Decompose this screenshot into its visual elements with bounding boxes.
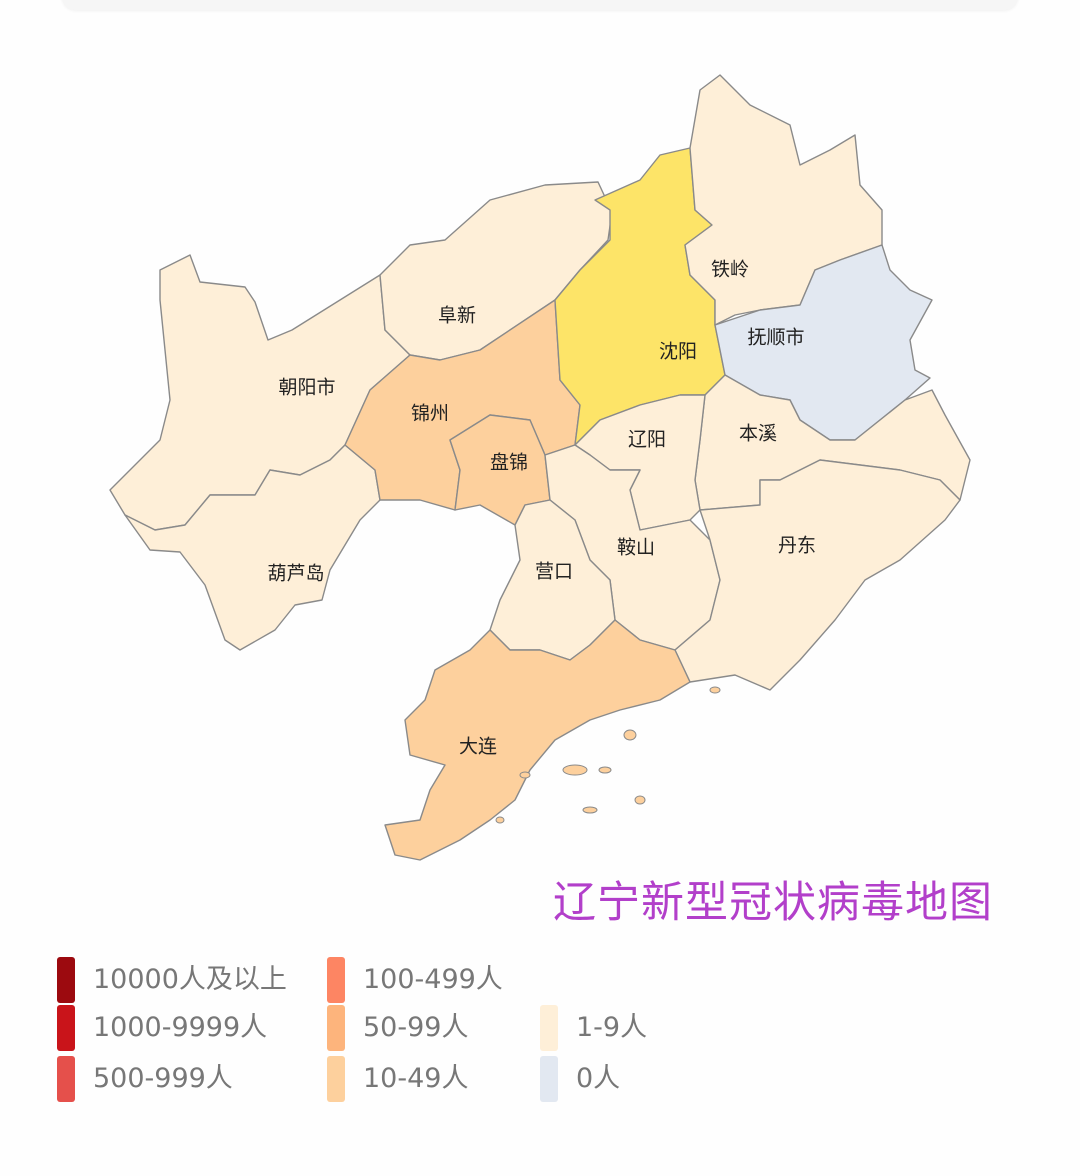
- legend-label: 50-99人: [363, 1012, 469, 1043]
- region-label: 本溪: [739, 423, 777, 445]
- region-label: 大连: [459, 736, 497, 758]
- legend-label: 10-49人: [363, 1063, 469, 1094]
- region-label: 鞍山: [617, 537, 655, 559]
- island: [495, 816, 505, 824]
- region-label: 沈阳: [659, 341, 697, 363]
- legend-item[interactable]: 1000-9999人: [57, 1005, 267, 1051]
- island: [623, 729, 637, 741]
- island: [634, 795, 646, 805]
- legend-swatch: [57, 957, 75, 1003]
- legend-label: 100-499人: [363, 964, 503, 995]
- island: [519, 771, 531, 779]
- region-label: 阜新: [438, 305, 476, 327]
- legend-swatch: [327, 1005, 345, 1051]
- legend-item[interactable]: 50-99人: [327, 1005, 468, 1051]
- legend-swatch: [540, 1056, 558, 1102]
- region-label: 铁岭: [711, 259, 749, 281]
- legend-label: 1000-9999人: [93, 1012, 268, 1043]
- legend-label: 0人: [576, 1063, 621, 1094]
- region-label: 营口: [535, 561, 573, 583]
- legend-item[interactable]: 1-9人: [540, 1005, 647, 1051]
- region-label: 丹东: [778, 535, 816, 557]
- legend-item[interactable]: 10-49人: [327, 1056, 468, 1102]
- legend-item[interactable]: 10000人及以上: [57, 957, 287, 1003]
- region-13[interactable]: [384, 619, 691, 861]
- legend-swatch: [327, 1056, 345, 1102]
- region-1[interactable]: [124, 444, 381, 651]
- legend-item[interactable]: 100-499人: [327, 957, 503, 1003]
- island: [709, 686, 721, 694]
- top-card-edge: [62, 0, 1018, 10]
- legend-item[interactable]: 0人: [540, 1056, 620, 1102]
- region-label: 盘锦: [490, 452, 528, 474]
- island: [562, 764, 588, 776]
- region-label: 辽阳: [628, 429, 666, 451]
- legend-label: 1-9人: [576, 1012, 648, 1043]
- legend-swatch: [57, 1056, 75, 1102]
- legend-swatch: [57, 1005, 75, 1051]
- region-label: 抚顺市: [747, 327, 804, 349]
- legend-swatch: [327, 957, 345, 1003]
- islands: [495, 686, 721, 824]
- legend-item[interactable]: 500-999人: [57, 1056, 233, 1102]
- legend-swatch: [540, 1005, 558, 1051]
- region-label: 锦州: [411, 403, 449, 425]
- legend-label: 10000人及以上: [93, 964, 287, 995]
- region-11[interactable]: [674, 459, 961, 691]
- island: [582, 806, 598, 814]
- region-label: 葫芦岛: [267, 563, 324, 585]
- legend-label: 500-999人: [93, 1063, 233, 1094]
- region-label: 朝阳市: [278, 377, 335, 399]
- island: [598, 766, 612, 774]
- map-title: 辽宁新型冠状病毒地图: [553, 878, 993, 928]
